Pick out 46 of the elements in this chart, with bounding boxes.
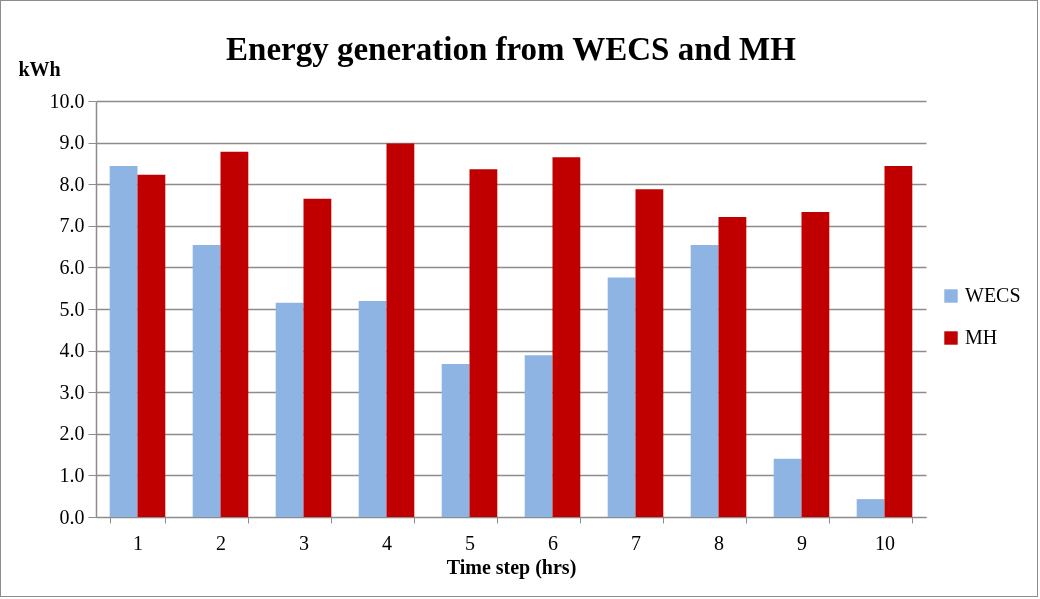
- y-tick-label: 0.0: [59, 505, 85, 528]
- y-tick-label: 3.0: [59, 380, 85, 403]
- bar: [524, 355, 553, 517]
- x-tick-label: 10: [875, 531, 895, 554]
- x-tick-label: 8: [714, 531, 724, 554]
- legend-label: WECS: [965, 284, 1021, 306]
- x-tick-label: 7: [631, 531, 641, 554]
- bar: [718, 217, 747, 517]
- bar: [884, 165, 913, 517]
- bar: [469, 169, 498, 517]
- legend-label: MH: [965, 326, 998, 348]
- bar: [607, 277, 636, 517]
- x-tick-label: 5: [465, 531, 475, 554]
- x-tick-label: 2: [216, 531, 226, 554]
- bar: [109, 165, 138, 517]
- y-tick-label: 7.0: [59, 214, 85, 237]
- bar: [386, 143, 415, 517]
- x-tick-label: 3: [299, 531, 309, 554]
- y-tick-label: 6.0: [59, 255, 85, 278]
- x-tick-label: 1: [133, 531, 143, 554]
- x-axis-title: Time step (hrs): [446, 555, 577, 579]
- bar: [137, 174, 166, 517]
- bar: [690, 244, 719, 517]
- y-tick-label: 5.0: [59, 297, 85, 320]
- bar: [358, 301, 387, 517]
- bar: [635, 189, 664, 517]
- x-tick-label: 6: [548, 531, 558, 554]
- chart-title: Energy generation from WECS and MH: [226, 31, 797, 67]
- x-tick-label: 4: [382, 531, 392, 554]
- bar: [801, 212, 830, 517]
- y-axis-title: kWh: [18, 57, 61, 80]
- y-tick-label: 1.0: [59, 463, 85, 486]
- y-tick-label: 8.0: [59, 172, 85, 195]
- y-tick-label: 10.0: [49, 89, 85, 112]
- bar: [773, 458, 802, 517]
- bar: [303, 198, 332, 517]
- bar: [441, 363, 470, 517]
- y-tick-label: 9.0: [59, 131, 85, 154]
- bar: [856, 499, 885, 517]
- y-tick-label: 4.0: [59, 339, 85, 362]
- bar: [192, 244, 221, 517]
- x-tick-label: 9: [797, 531, 807, 554]
- bar: [220, 151, 249, 517]
- bar: [275, 302, 304, 517]
- y-tick-label: 2.0: [59, 422, 85, 445]
- bar: [552, 157, 581, 517]
